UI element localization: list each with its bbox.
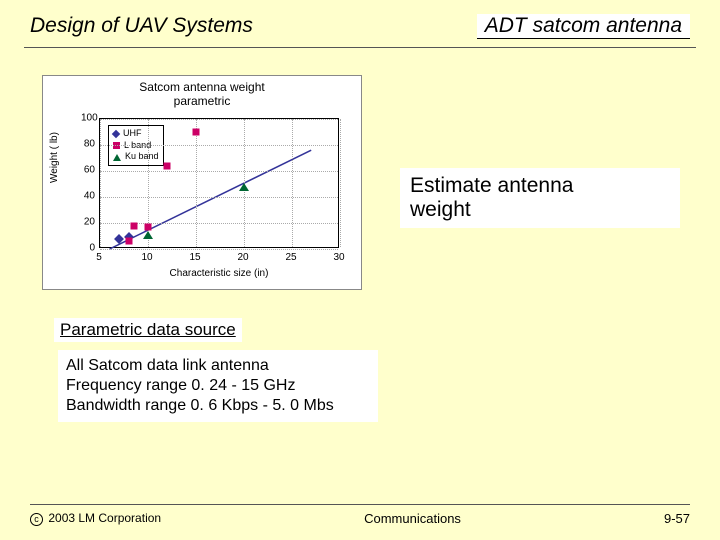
- copyright: c 2003 LM Corporation: [30, 511, 161, 526]
- header-right-title: ADT satcom antenna: [477, 14, 690, 39]
- data-point: [125, 238, 132, 245]
- footer-center: Communications: [364, 511, 461, 526]
- gridline-v: [292, 119, 293, 247]
- footer-divider: [30, 504, 690, 505]
- chart-frame: Satcom antenna weight parametric UHF L b…: [42, 75, 362, 290]
- x-tick: 15: [189, 252, 200, 263]
- footer-page: 9-57: [664, 511, 690, 526]
- triangle-icon: [113, 154, 121, 161]
- estimate-box: Estimate antenna weight: [400, 168, 680, 228]
- y-tick: 100: [81, 113, 95, 124]
- gridline-h: [100, 249, 338, 250]
- plot-area: UHF L band Ku band: [99, 118, 339, 248]
- y-tick: 40: [81, 191, 95, 202]
- header-left-title: Design of UAV Systems: [30, 14, 253, 39]
- diamond-icon: [112, 130, 120, 138]
- y-tick: 60: [81, 165, 95, 176]
- estimate-line1: Estimate antenna: [410, 174, 573, 197]
- gridline-h: [100, 197, 338, 198]
- header: Design of UAV Systems ADT satcom antenna: [0, 0, 720, 47]
- data-point: [239, 183, 249, 191]
- y-tick: 0: [81, 243, 95, 254]
- copyright-text: 2003 LM Corporation: [48, 511, 161, 525]
- data-point: [145, 223, 152, 230]
- x-tick: 30: [333, 252, 344, 263]
- description-box: All Satcom data link antenna Frequency r…: [58, 350, 378, 422]
- x-tick: 5: [96, 252, 102, 263]
- footer: c 2003 LM Corporation Communications 9-5…: [0, 504, 720, 526]
- header-divider: [24, 47, 696, 48]
- gridline-v: [196, 119, 197, 247]
- gridline-h: [100, 119, 338, 120]
- desc-line2: Frequency range 0. 24 - 15 GHz: [66, 377, 295, 394]
- legend-row-uhf: UHF: [113, 128, 159, 140]
- legend-row-kuband: Ku band: [113, 151, 159, 163]
- x-tick: 20: [237, 252, 248, 263]
- data-point: [164, 162, 171, 169]
- chart-title: Satcom antenna weight parametric: [43, 80, 361, 109]
- y-tick: 80: [81, 139, 95, 150]
- legend-label-uhf: UHF: [123, 128, 142, 140]
- y-tick: 20: [81, 217, 95, 228]
- estimate-line2: weight: [410, 198, 471, 221]
- data-point: [143, 231, 153, 239]
- legend-label-kuband: Ku band: [125, 151, 159, 163]
- gridline-v: [100, 119, 101, 247]
- desc-line1: All Satcom data link antenna: [66, 357, 269, 374]
- parametric-label: Parametric data source: [54, 318, 242, 342]
- x-tick: 25: [285, 252, 296, 263]
- data-point: [130, 222, 137, 229]
- desc-line3: Bandwidth range 0. 6 Kbps - 5. 0 Mbs: [66, 397, 334, 414]
- x-tick: 10: [141, 252, 152, 263]
- data-point: [193, 129, 200, 136]
- gridline-v: [340, 119, 341, 247]
- chart-title-line1: Satcom antenna weight: [139, 80, 264, 94]
- copyright-icon: c: [30, 513, 43, 526]
- chart-title-line2: parametric: [174, 94, 231, 108]
- gridline-h: [100, 145, 338, 146]
- y-axis-label: Weight ( lb): [49, 132, 60, 183]
- footer-row: c 2003 LM Corporation Communications 9-5…: [30, 511, 690, 526]
- gridline-h: [100, 171, 338, 172]
- x-axis-label: Characteristic size (in): [99, 268, 339, 279]
